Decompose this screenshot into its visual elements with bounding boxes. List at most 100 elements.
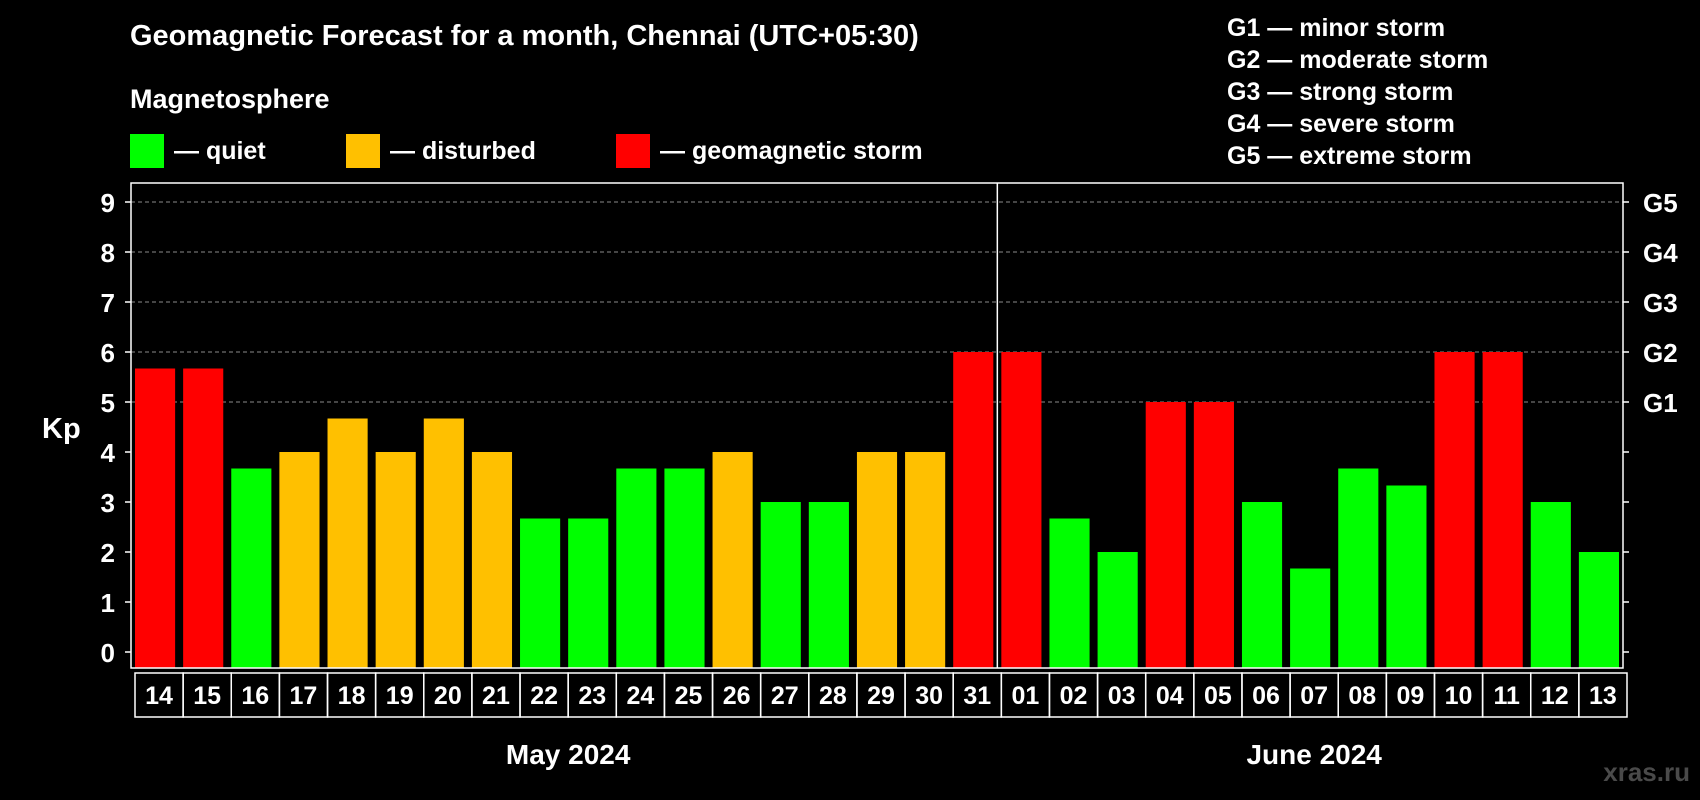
storm-scale-g3: G3 — strong storm [1227, 78, 1454, 106]
bar-20 [1049, 518, 1090, 668]
bar-13 [712, 452, 753, 668]
right-axis-label-g3: G3 [1643, 288, 1678, 318]
x-tick-label-23: 05 [1204, 682, 1232, 710]
x-tick-label-21: 03 [1108, 682, 1136, 710]
y-tick-label-1: 1 [101, 588, 115, 618]
x-tick-label-4: 17 [290, 682, 318, 710]
y-tick-label-6: 6 [101, 338, 115, 368]
x-tick-label-17: 30 [915, 682, 943, 710]
bar-12 [664, 468, 705, 668]
legend-label-disturbed: — disturbed [390, 136, 536, 165]
x-tick-label-30: 12 [1541, 682, 1569, 710]
x-tick-label-9: 22 [530, 682, 558, 710]
bar-29 [1482, 352, 1523, 668]
bar-11 [616, 468, 657, 668]
right-axis-label-g4: G4 [1643, 238, 1678, 268]
storm-scale-g2: G2 — moderate storm [1227, 46, 1489, 74]
bar-7 [423, 418, 464, 668]
date-box-31 [1578, 672, 1628, 718]
storm-scale-g5: G5 — extreme storm [1227, 142, 1472, 170]
y-tick-label-0: 0 [101, 638, 115, 668]
bar-24 [1241, 502, 1283, 668]
bar-28 [1434, 352, 1475, 668]
plot-frame [130, 182, 1624, 669]
bar-21 [1097, 552, 1138, 668]
bar-31 [1578, 552, 1619, 668]
y-tick-label-7: 7 [101, 288, 115, 318]
month-label-may: May 2024 [506, 739, 631, 770]
x-tick-label-26: 08 [1348, 682, 1376, 710]
x-tick-label-3: 16 [241, 682, 269, 710]
y-tick-label-2: 2 [101, 538, 115, 568]
legend-swatch-disturbed [346, 134, 380, 168]
x-tick-label-13: 26 [723, 682, 751, 710]
x-tick-label-22: 04 [1156, 682, 1184, 710]
bar-2 [183, 368, 224, 668]
bar-30 [1530, 502, 1571, 668]
x-tick-label-19: 01 [1011, 682, 1039, 710]
x-tick-label-25: 07 [1300, 682, 1328, 710]
legend-heading: Magnetosphere [130, 84, 330, 114]
bar-5 [327, 418, 368, 668]
bar-17 [905, 452, 946, 668]
legend-swatch-quiet [130, 134, 164, 168]
storm-scale-g1: G1 — minor storm [1227, 14, 1446, 42]
x-tick-label-8: 21 [482, 682, 510, 710]
y-tick-label-4: 4 [101, 438, 116, 468]
y-tick-label-8: 8 [101, 238, 115, 268]
x-tick-label-18: 31 [963, 682, 991, 710]
x-tick-label-2: 15 [193, 682, 221, 710]
legend-label-storm: — geomagnetic storm [660, 136, 923, 165]
bar-16 [856, 452, 898, 668]
bar-23 [1193, 402, 1234, 668]
x-tick-label-5: 18 [338, 682, 366, 710]
x-tick-label-14: 27 [771, 682, 799, 710]
x-tick-label-15: 28 [819, 682, 847, 710]
bar-8 [471, 452, 513, 668]
y-tick-label-9: 9 [101, 188, 115, 218]
bar-15 [808, 502, 849, 668]
bar-4 [279, 452, 320, 668]
bar-3 [231, 468, 272, 668]
x-tick-label-10: 23 [578, 682, 606, 710]
legend-item-quiet: — quiet [130, 134, 266, 168]
bar-6 [375, 452, 416, 668]
x-tick-label-7: 20 [434, 682, 462, 710]
bar-10 [568, 518, 609, 668]
bar-26 [1338, 468, 1379, 668]
right-axis-label-g5: G5 [1643, 188, 1678, 218]
x-tick-label-29: 11 [1493, 682, 1520, 710]
chart-title: Geomagnetic Forecast for a month, Chenna… [130, 20, 919, 52]
x-tick-label-28: 10 [1445, 682, 1473, 710]
y-tick-label-3: 3 [101, 488, 115, 518]
legend-label-quiet: — quiet [174, 136, 266, 165]
bar-1 [135, 368, 176, 668]
x-tick-label-12: 25 [675, 682, 703, 710]
storm-scale-g4: G4 — severe storm [1227, 110, 1455, 138]
bar-22 [1145, 402, 1186, 668]
storm-scale-list: G1 — minor storm G2 — moderate storm G3 … [1227, 12, 1488, 172]
legend-item-disturbed: — disturbed [346, 134, 536, 168]
x-tick-label-6: 19 [386, 682, 414, 710]
bar-19 [1001, 352, 1042, 668]
bar-9 [520, 518, 561, 668]
bar-25 [1290, 568, 1331, 668]
x-tick-label-20: 02 [1060, 682, 1088, 710]
watermark: xras.ru [1603, 757, 1690, 787]
bar-14 [760, 502, 801, 668]
x-tick-label-16: 29 [867, 682, 895, 710]
right-axis-label-g2: G2 [1643, 338, 1678, 368]
x-tick-label-11: 24 [626, 682, 654, 710]
x-tick-label-27: 09 [1397, 682, 1425, 710]
bar-18 [953, 352, 994, 668]
month-label-june: June 2024 [1246, 739, 1382, 770]
y-axis-label: Kp [42, 413, 81, 445]
legend-swatch-storm [616, 134, 650, 168]
x-tick-label-1: 14 [145, 682, 173, 710]
x-tick-label-24: 06 [1252, 682, 1280, 710]
y-tick-label-5: 5 [101, 388, 115, 418]
right-axis-label-g1: G1 [1643, 388, 1678, 418]
bar-27 [1386, 485, 1427, 668]
legend-item-storm: — geomagnetic storm [616, 134, 923, 168]
